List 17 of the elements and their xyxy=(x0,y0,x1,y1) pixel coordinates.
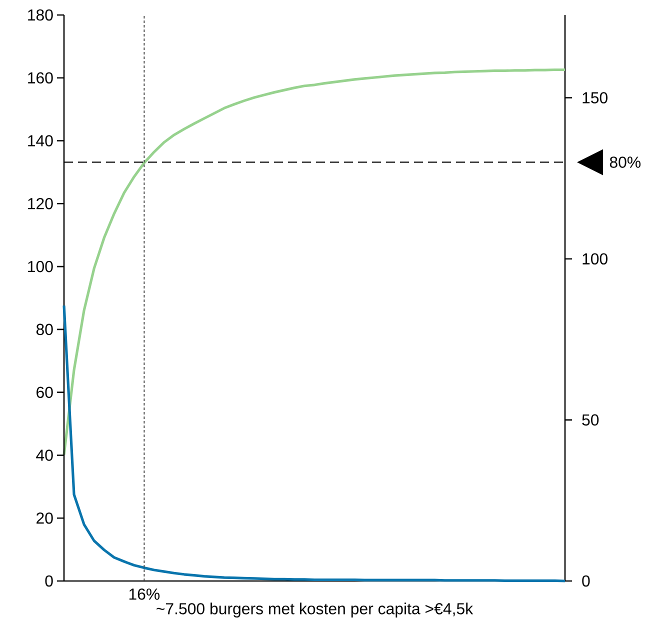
y-tick-label: 180 xyxy=(28,9,53,21)
text: 80% xyxy=(610,156,641,168)
y-tick-label: 100 xyxy=(28,260,53,272)
y-tick-label: 40 xyxy=(36,450,53,461)
y-tick-label: 0 xyxy=(45,575,53,587)
y-tick-label: 20 xyxy=(36,512,53,524)
y-tick-label: 140 xyxy=(28,135,53,146)
x-tick-label: 16% xyxy=(129,588,160,600)
y-tick-label: 120 xyxy=(28,198,53,210)
y2-tick-label: 50 xyxy=(582,414,599,426)
y-tick-label: 80 xyxy=(36,324,53,336)
y2-tick-label: 150 xyxy=(582,92,608,104)
y2-tick-label: 100 xyxy=(582,253,608,264)
y2-tick-label: 0 xyxy=(582,575,590,587)
x-axis-title: ~7.500 burgers met kosten per capita >€4,5k xyxy=(156,602,474,618)
y-tick-label: 60 xyxy=(36,386,53,398)
y-tick-label: 160 xyxy=(28,72,53,84)
